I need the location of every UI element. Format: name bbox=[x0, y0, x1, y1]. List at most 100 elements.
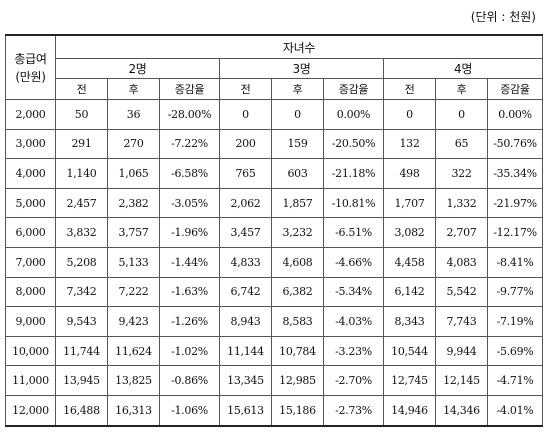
subcol-before: 전 bbox=[55, 78, 108, 100]
table-row: 2,000 50 36 -28.00% 0 0 0.00% 0 0 0.00% bbox=[5, 99, 544, 130]
table-cell: 9,944 bbox=[435, 335, 488, 367]
table-cell: 765 bbox=[219, 158, 272, 189]
subcol-after: 후 bbox=[107, 78, 160, 100]
table-cell: 4,458 bbox=[383, 246, 436, 278]
table-cell: -7.19% bbox=[486, 306, 544, 337]
group-title: 자녀수 bbox=[54, 34, 544, 59]
table-cell: -21.18% bbox=[323, 158, 384, 189]
table-row: 8,000 7,342 7,222 -1.63% 6,742 6,382 -5.34% 6,1… bbox=[5, 276, 544, 308]
table-cell: 132 bbox=[383, 128, 436, 160]
table-cell: 7,743 bbox=[435, 306, 488, 337]
table-cell: 6,742 bbox=[219, 276, 272, 308]
table-cell: 0 bbox=[383, 99, 436, 130]
unit-note: (단위 : 천원) bbox=[470, 10, 536, 24]
table-cell: -3.23% bbox=[323, 335, 384, 367]
salary-cell: 12,000 bbox=[5, 394, 56, 427]
table-cell: 0 bbox=[435, 99, 488, 130]
table-cell: 2,382 bbox=[107, 187, 160, 219]
table-cell: -1.44% bbox=[159, 246, 220, 278]
table-cell: 13,345 bbox=[219, 365, 272, 396]
data-table: 총급여 (만원) 자녀수 2명 3명 4명 전 후 증감율 전 후 증감율 전 … bbox=[5, 34, 544, 427]
table-cell: -3.05% bbox=[159, 187, 220, 219]
salary-cell: 10,000 bbox=[5, 335, 56, 367]
table-cell: 8,943 bbox=[219, 306, 272, 337]
row-header: 총급여 (만원) bbox=[5, 34, 56, 100]
table-cell: 9,423 bbox=[107, 306, 160, 337]
table-cell: 0 bbox=[219, 99, 272, 130]
table-cell: -1.96% bbox=[159, 217, 220, 248]
table-cell: 12,745 bbox=[383, 365, 436, 396]
salary-cell: 11,000 bbox=[5, 365, 56, 396]
header-row-group: 총급여 (만원) 자녀수 bbox=[5, 34, 544, 100]
row-header-line1: 총급여 bbox=[14, 51, 47, 66]
table-cell: -9.77% bbox=[486, 276, 544, 308]
children-3-header: 3명 bbox=[219, 58, 384, 79]
table-cell: 5,542 bbox=[435, 276, 488, 308]
subcol-change: 증감율 bbox=[486, 78, 544, 100]
table-cell: 11,624 bbox=[107, 335, 160, 367]
table-cell: 11,144 bbox=[219, 335, 272, 367]
table-cell: 5,133 bbox=[107, 246, 160, 278]
table-cell: 6,382 bbox=[271, 276, 324, 308]
children-2-header: 2명 bbox=[55, 58, 220, 79]
table-cell: -8.41% bbox=[486, 246, 544, 278]
table-cell: -1.02% bbox=[159, 335, 220, 367]
table-cell: 3,082 bbox=[383, 217, 436, 248]
subcol-before: 전 bbox=[219, 78, 272, 100]
table-cell: 603 bbox=[271, 158, 324, 189]
subcol-after: 후 bbox=[271, 78, 324, 100]
table-row: 3,000 291 270 -7.22% 200 159 -20.50% 132 65 -50.7… bbox=[5, 128, 544, 160]
table-cell: 36 bbox=[107, 99, 160, 130]
table-cell: 8,583 bbox=[271, 306, 324, 337]
table-cell: -1.06% bbox=[159, 394, 220, 427]
table-cell: -4.71% bbox=[486, 365, 544, 396]
table-row: 4,000 1,140 1,065 -6.58% 765 603 -21.18% 498 322… bbox=[5, 158, 544, 189]
table-cell: -1.63% bbox=[159, 276, 220, 308]
table-cell: -35.34% bbox=[486, 158, 544, 189]
table-cell: 2,457 bbox=[55, 187, 108, 219]
table-cell: -2.70% bbox=[323, 365, 384, 396]
row-header-line2: (만원) bbox=[15, 69, 46, 84]
table-cell: 4,608 bbox=[271, 246, 324, 278]
table-cell: 10,784 bbox=[271, 335, 324, 367]
table-cell: 200 bbox=[219, 128, 272, 160]
table-cell: 13,945 bbox=[55, 365, 108, 396]
table-row: 12,000 16,488 16,313 -1.06% 15,613 15,186 -2.7… bbox=[5, 394, 544, 427]
table-cell: -5.34% bbox=[323, 276, 384, 308]
table-cell: -6.58% bbox=[159, 158, 220, 189]
salary-cell: 5,000 bbox=[5, 187, 56, 219]
salary-cell: 8,000 bbox=[5, 276, 56, 308]
table-cell: 3,232 bbox=[271, 217, 324, 248]
table-cell: 3,757 bbox=[107, 217, 160, 248]
table-cell: 1,140 bbox=[55, 158, 108, 189]
children-4-header: 4명 bbox=[382, 58, 544, 79]
table-cell: 0 bbox=[271, 99, 324, 130]
table-cell: 159 bbox=[271, 128, 324, 160]
table-body: 2,000 50 36 -28.00% 0 0 0.00% 0 0 0.00% 3,000 291 27… bbox=[5, 99, 544, 427]
table-row: 11,000 13,945 13,825 -0.86% 13,345 12,985 -2.7… bbox=[5, 365, 544, 396]
salary-cell: 6,000 bbox=[5, 217, 56, 248]
subcol-change: 증감율 bbox=[159, 78, 220, 100]
table-cell: 1,065 bbox=[107, 158, 160, 189]
subcol-before: 전 bbox=[383, 78, 436, 100]
table-cell: 1,332 bbox=[435, 187, 488, 219]
table-cell: 3,832 bbox=[55, 217, 108, 248]
table-cell: -6.51% bbox=[323, 217, 384, 248]
salary-cell: 7,000 bbox=[5, 246, 56, 278]
table-cell: 50 bbox=[55, 99, 108, 130]
table-cell: 0.00% bbox=[486, 99, 544, 130]
table-cell: 9,543 bbox=[55, 306, 108, 337]
table-cell: 0.00% bbox=[323, 99, 384, 130]
table-cell: -7.22% bbox=[159, 128, 220, 160]
table-row: 5,000 2,457 2,382 -3.05% 2,062 1,857 -10.81% 1,… bbox=[5, 187, 544, 219]
table-cell: 498 bbox=[383, 158, 436, 189]
table-cell: 3,457 bbox=[219, 217, 272, 248]
table-cell: 14,946 bbox=[383, 394, 436, 427]
salary-cell: 4,000 bbox=[5, 158, 56, 189]
table-cell: 13,825 bbox=[107, 365, 160, 396]
table-row: 9,000 9,543 9,423 -1.26% 8,943 8,583 -4.03% 8,3… bbox=[5, 306, 544, 337]
table-cell: 14,346 bbox=[435, 394, 488, 427]
table-cell: 7,222 bbox=[107, 276, 160, 308]
table-cell: -1.26% bbox=[159, 306, 220, 337]
table-cell: -5.69% bbox=[486, 335, 544, 367]
